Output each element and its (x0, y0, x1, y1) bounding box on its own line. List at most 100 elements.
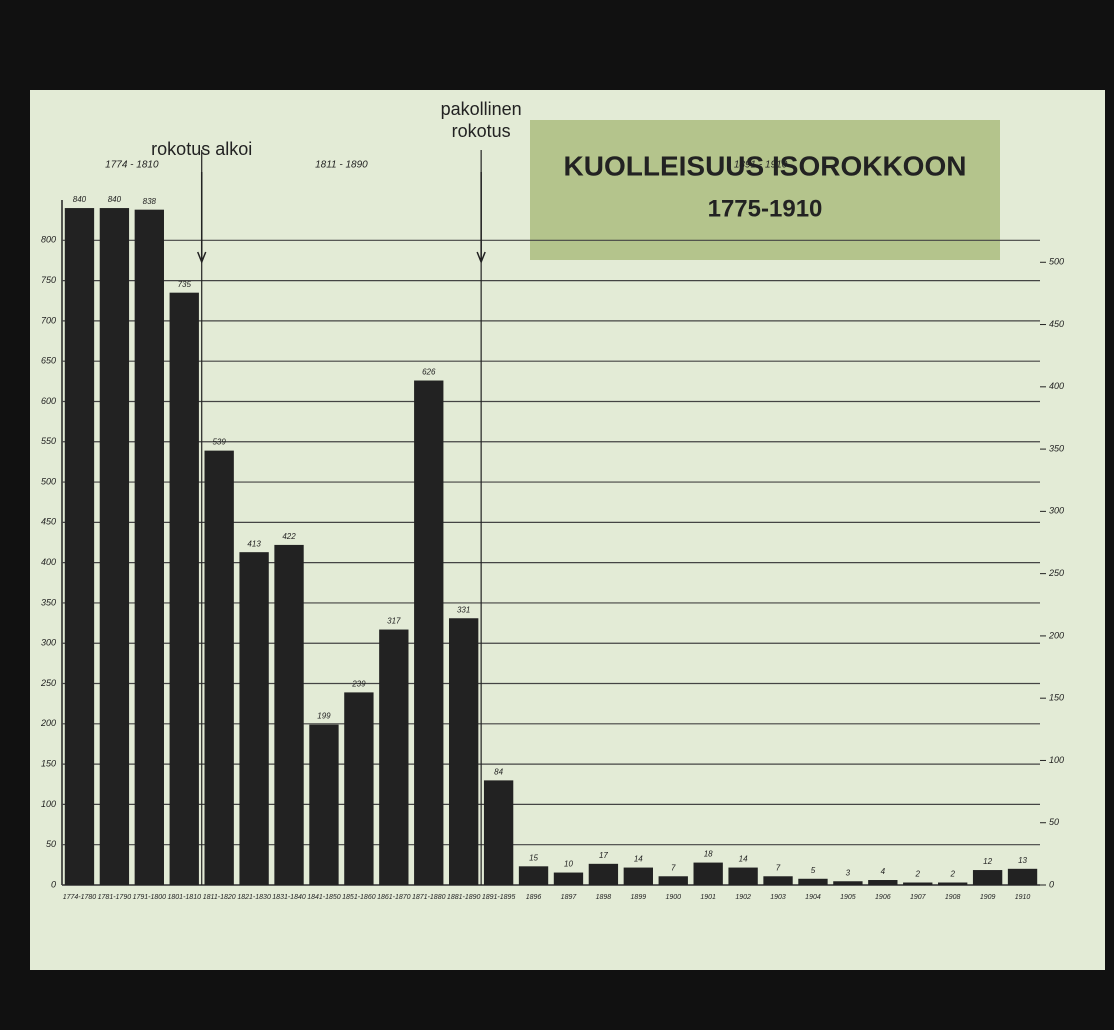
bar (624, 868, 653, 885)
y-tick-label: 550 (41, 436, 56, 446)
x-tick-label: 1791-1800 (133, 894, 167, 901)
bar (833, 881, 862, 885)
x-tick-label: 1831-1840 (272, 894, 306, 901)
value-label: 840 (108, 195, 122, 204)
x-tick-label: 1901 (700, 894, 716, 901)
x-tick-label: 1907 (910, 894, 927, 901)
value-label: 840 (73, 195, 87, 204)
value-label: 735 (178, 280, 192, 289)
value-label: 199 (317, 712, 331, 721)
period-label: 1891 - 1910 (734, 160, 788, 171)
bar (868, 880, 897, 885)
bar (205, 451, 234, 885)
x-tick-label: 1881-1890 (447, 894, 481, 901)
value-label: 14 (739, 855, 748, 864)
value-label: 84 (494, 767, 503, 776)
y-tick-label: 250 (40, 678, 56, 688)
y2-tick-label: 0 (1049, 879, 1054, 889)
x-tick-label: 1905 (840, 894, 856, 901)
x-tick-label: 1910 (1015, 894, 1031, 901)
title-box (530, 120, 1000, 260)
x-tick-label: 1811-1820 (203, 894, 236, 901)
x-tick-label: 1861-1870 (377, 894, 411, 901)
value-label: 331 (457, 605, 470, 614)
y-tick-label: 500 (41, 476, 56, 486)
value-label: 838 (143, 197, 157, 206)
chart-subtitle: 1775-1910 (708, 195, 823, 222)
y-tick-label: 750 (41, 275, 56, 285)
period-label: 1811 - 1890 (315, 160, 368, 171)
y-tick-label: 50 (46, 839, 56, 849)
y-tick-label: 600 (41, 396, 56, 406)
value-label: 7 (671, 863, 676, 872)
y2-tick-label: 50 (1049, 817, 1059, 827)
x-tick-label: 1908 (945, 894, 961, 901)
value-label: 422 (282, 532, 296, 541)
chart: KUOLLEISUUS ISOROKKOON 1775-1910 0501001… (0, 0, 1114, 1030)
bar (903, 883, 932, 885)
bar (414, 381, 443, 885)
value-label: 15 (529, 853, 538, 862)
value-label: 17 (599, 851, 608, 860)
y-tick-label: 400 (41, 557, 56, 567)
bar (65, 208, 94, 885)
y-tick-label: 100 (41, 799, 56, 809)
value-label: 14 (634, 855, 643, 864)
annotation: rokotus (452, 121, 511, 141)
y2-tick-label: 350 (1049, 443, 1064, 453)
annotation: rokotus alkoi (151, 139, 252, 159)
value-label: 10 (564, 860, 573, 869)
bar (1008, 869, 1037, 885)
bar (274, 545, 303, 885)
bar (519, 866, 548, 885)
value-label: 5 (811, 866, 816, 875)
y2-tick-label: 400 (1049, 381, 1064, 391)
bar (449, 618, 478, 885)
value-label: 2 (949, 870, 955, 879)
x-tick-label: 1821-1830 (237, 894, 271, 901)
x-tick-label: 1902 (735, 894, 751, 901)
x-tick-label: 1899 (631, 894, 647, 901)
y2-tick-label: 150 (1049, 693, 1064, 703)
bar (344, 692, 373, 885)
x-tick-label: 1891-1895 (482, 894, 516, 901)
bar (798, 879, 827, 885)
x-tick-label: 1801-1810 (168, 894, 202, 901)
y-tick-label: 350 (41, 597, 56, 607)
bar (659, 876, 688, 885)
y2-tick-label: 300 (1049, 506, 1064, 516)
y-tick-label: 0 (51, 879, 56, 889)
y2-tick-label: 100 (1049, 755, 1064, 765)
x-tick-label: 1781-1790 (98, 894, 132, 901)
value-label: 317 (387, 617, 401, 626)
x-tick-label: 1909 (980, 894, 996, 901)
bar (938, 883, 967, 885)
bar (694, 863, 723, 885)
x-tick-label: 1897 (561, 894, 578, 901)
x-tick-label: 1898 (596, 894, 612, 901)
period-label: 1774 - 1810 (105, 160, 159, 171)
bar (309, 725, 338, 885)
bar (239, 552, 268, 885)
x-tick-label: 1903 (770, 894, 786, 901)
y-tick-label: 450 (41, 517, 56, 527)
value-label: 18 (704, 850, 713, 859)
y2-tick-label: 500 (1049, 257, 1064, 267)
bar (484, 780, 513, 885)
y2-tick-label: 250 (1048, 568, 1064, 578)
value-label: 3 (846, 868, 851, 877)
value-label: 7 (776, 863, 781, 872)
value-label: 413 (247, 539, 261, 548)
x-tick-label: 1841-1850 (307, 894, 341, 901)
bar (554, 873, 583, 885)
value-label: 12 (983, 857, 992, 866)
y2-tick-label: 200 (1048, 630, 1064, 640)
bar (763, 876, 792, 885)
bar (973, 870, 1002, 885)
y2-tick-label: 450 (1049, 319, 1064, 329)
bar (100, 208, 129, 885)
bar (170, 293, 199, 885)
y-tick-label: 150 (41, 758, 56, 768)
bar (379, 630, 408, 885)
x-tick-label: 1904 (805, 894, 821, 901)
